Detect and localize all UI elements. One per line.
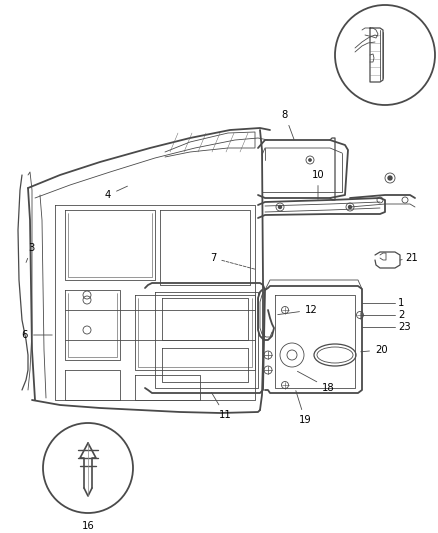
Text: 2: 2 bbox=[398, 310, 404, 320]
Text: 12: 12 bbox=[278, 305, 318, 315]
Text: 19: 19 bbox=[296, 391, 311, 425]
Text: 11: 11 bbox=[212, 392, 231, 420]
Circle shape bbox=[279, 206, 282, 208]
Text: 18: 18 bbox=[297, 372, 335, 393]
Text: 1: 1 bbox=[398, 298, 404, 308]
Text: 8: 8 bbox=[282, 110, 294, 140]
Text: 21: 21 bbox=[400, 253, 418, 263]
Circle shape bbox=[308, 158, 311, 161]
Text: 10: 10 bbox=[312, 170, 324, 199]
Text: 6: 6 bbox=[21, 330, 52, 340]
Text: 23: 23 bbox=[398, 322, 411, 332]
Text: 7: 7 bbox=[210, 253, 255, 269]
Text: 3: 3 bbox=[26, 243, 35, 262]
Text: 4: 4 bbox=[105, 186, 127, 200]
Circle shape bbox=[349, 206, 352, 208]
Text: 20: 20 bbox=[361, 345, 388, 355]
Text: 16: 16 bbox=[81, 521, 94, 531]
Circle shape bbox=[388, 176, 392, 180]
